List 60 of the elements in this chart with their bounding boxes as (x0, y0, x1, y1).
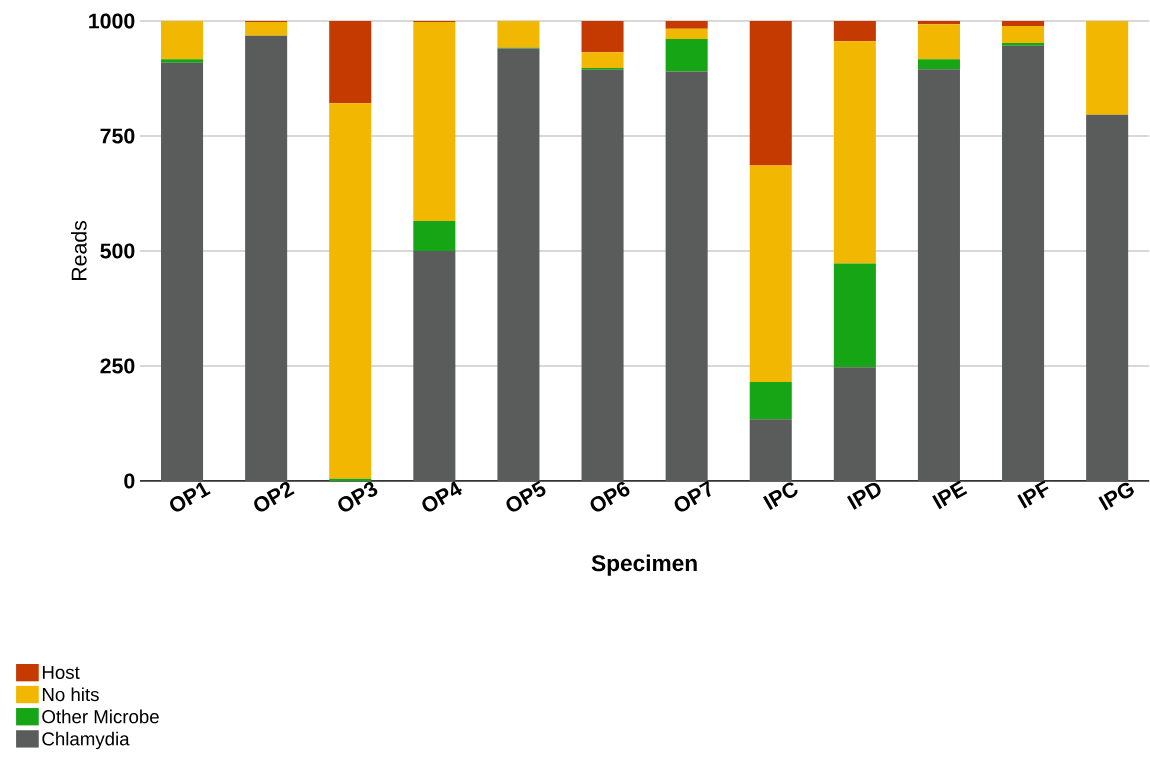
x-tick-label: OP7 (674, 480, 711, 512)
x-axis-title: Specimen (591, 554, 697, 576)
x-tick-label: IPG (1098, 482, 1134, 511)
bar (665, 28, 708, 39)
bar (1002, 26, 1045, 44)
legend-label: Chlamydia (42, 731, 130, 750)
x-tick-label: IPC (763, 482, 798, 511)
x-tick-label: IPE (932, 480, 968, 510)
bar (413, 21, 456, 222)
bar (329, 103, 372, 479)
bar (413, 221, 456, 252)
bar (245, 21, 288, 36)
y-tick-label: 250 (100, 358, 135, 374)
bar (1086, 114, 1129, 481)
y-axis-title: Reads (71, 220, 87, 281)
bar (581, 69, 624, 481)
bar (665, 21, 708, 29)
bar (665, 71, 708, 481)
x-tick-label: IPF (1017, 480, 1049, 509)
bar (161, 59, 204, 63)
x-tick-label: OP4 (422, 481, 462, 512)
bar (1002, 21, 1045, 27)
bar (581, 52, 624, 68)
bar (749, 165, 792, 383)
bar (245, 35, 288, 481)
bar (581, 21, 624, 53)
y-tick-label: 750 (100, 128, 135, 144)
x-tick-label: OP2 (254, 482, 295, 512)
bar (833, 21, 876, 42)
bar (833, 263, 876, 368)
x-tick-label: IPD (847, 482, 881, 510)
x-tick-label: OP1 (170, 482, 211, 512)
bar (665, 38, 708, 72)
bar (1002, 45, 1045, 481)
bar (917, 21, 960, 25)
bar (497, 48, 540, 481)
bar (161, 21, 204, 60)
bar (749, 21, 792, 166)
bar (161, 62, 204, 481)
bar (833, 41, 876, 264)
y-tick-label: 500 (100, 243, 135, 259)
legend-label: No hits (42, 687, 99, 702)
legend-label: Other Microbe (42, 709, 159, 724)
bar (917, 69, 960, 481)
bar (917, 59, 960, 70)
bar (329, 21, 372, 104)
bar (749, 419, 792, 481)
x-tick-label: OP3 (338, 482, 378, 512)
bar (1086, 21, 1129, 115)
bar (749, 382, 792, 420)
bar (1002, 43, 1045, 46)
bar (497, 21, 540, 48)
bar (917, 24, 960, 60)
x-tick-label: OP6 (590, 482, 630, 512)
y-tick-label: 1000 (89, 13, 135, 29)
bar (833, 367, 876, 481)
y-tick-label: 0 (124, 473, 135, 489)
legend-label: Host (42, 665, 80, 679)
bar (413, 251, 456, 481)
x-tick-label: OP5 (506, 480, 546, 512)
